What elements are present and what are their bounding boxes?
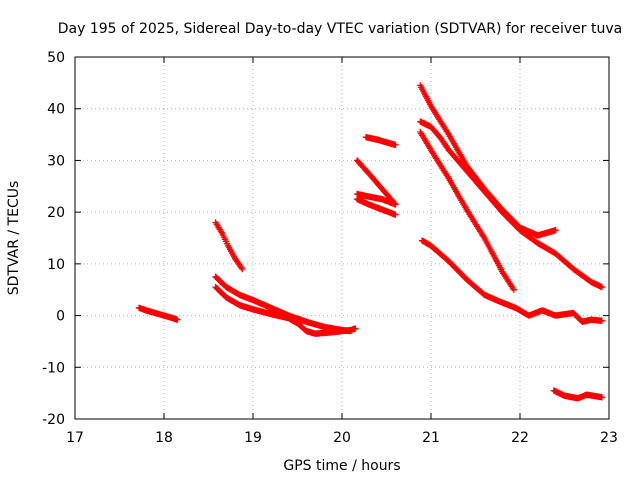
y-tick-label: 10 bbox=[47, 257, 65, 273]
y-tick-label: 50 bbox=[47, 50, 65, 66]
y-tick-label: -20 bbox=[42, 412, 65, 428]
series-markers bbox=[353, 190, 399, 208]
series-markers bbox=[418, 237, 606, 325]
y-axis-label: SDTVAR / TECUs bbox=[6, 181, 22, 296]
series-arc-2 bbox=[212, 219, 246, 273]
x-tick-label: 23 bbox=[600, 430, 618, 446]
series-arc-7 bbox=[353, 196, 399, 218]
series-markers bbox=[550, 387, 606, 402]
x-tick-label: 19 bbox=[244, 430, 262, 446]
y-tick-label: 0 bbox=[56, 309, 65, 325]
chart-title: Day 195 of 2025, Sidereal Day-to-day VTE… bbox=[58, 21, 622, 37]
axis-ticks bbox=[74, 56, 610, 420]
series-markers bbox=[362, 134, 399, 149]
series-arc-8 bbox=[362, 134, 399, 149]
x-tick-label: 20 bbox=[333, 430, 351, 446]
x-tick-labels: 17 18 19 20 21 22 23 bbox=[66, 430, 618, 446]
series-arc-6 bbox=[353, 190, 399, 208]
series-arc-12 bbox=[418, 237, 606, 325]
series-markers bbox=[417, 128, 517, 293]
series-markers bbox=[353, 196, 399, 218]
series-arc-13 bbox=[550, 387, 606, 402]
data-series bbox=[135, 82, 606, 402]
series-markers bbox=[417, 118, 606, 291]
y-tick-label: 30 bbox=[47, 153, 65, 169]
y-tick-label: 40 bbox=[47, 102, 65, 118]
series-arc-10 bbox=[417, 118, 606, 291]
x-tick-label: 18 bbox=[155, 430, 173, 446]
series-markers bbox=[135, 304, 181, 323]
x-tick-label: 22 bbox=[511, 430, 529, 446]
y-tick-label: 20 bbox=[47, 205, 65, 221]
y-tick-label: -10 bbox=[42, 360, 65, 376]
series-arc-4 bbox=[212, 283, 359, 337]
series-markers bbox=[212, 219, 246, 273]
x-axis-label: GPS time / hours bbox=[283, 458, 400, 474]
x-tick-label: 21 bbox=[422, 430, 440, 446]
x-tick-label: 17 bbox=[66, 430, 84, 446]
series-arc-11 bbox=[417, 128, 517, 293]
series-arc-1 bbox=[135, 304, 181, 323]
y-tick-labels: -20 -10 0 10 20 30 40 50 bbox=[42, 50, 65, 428]
series-markers bbox=[212, 283, 359, 337]
